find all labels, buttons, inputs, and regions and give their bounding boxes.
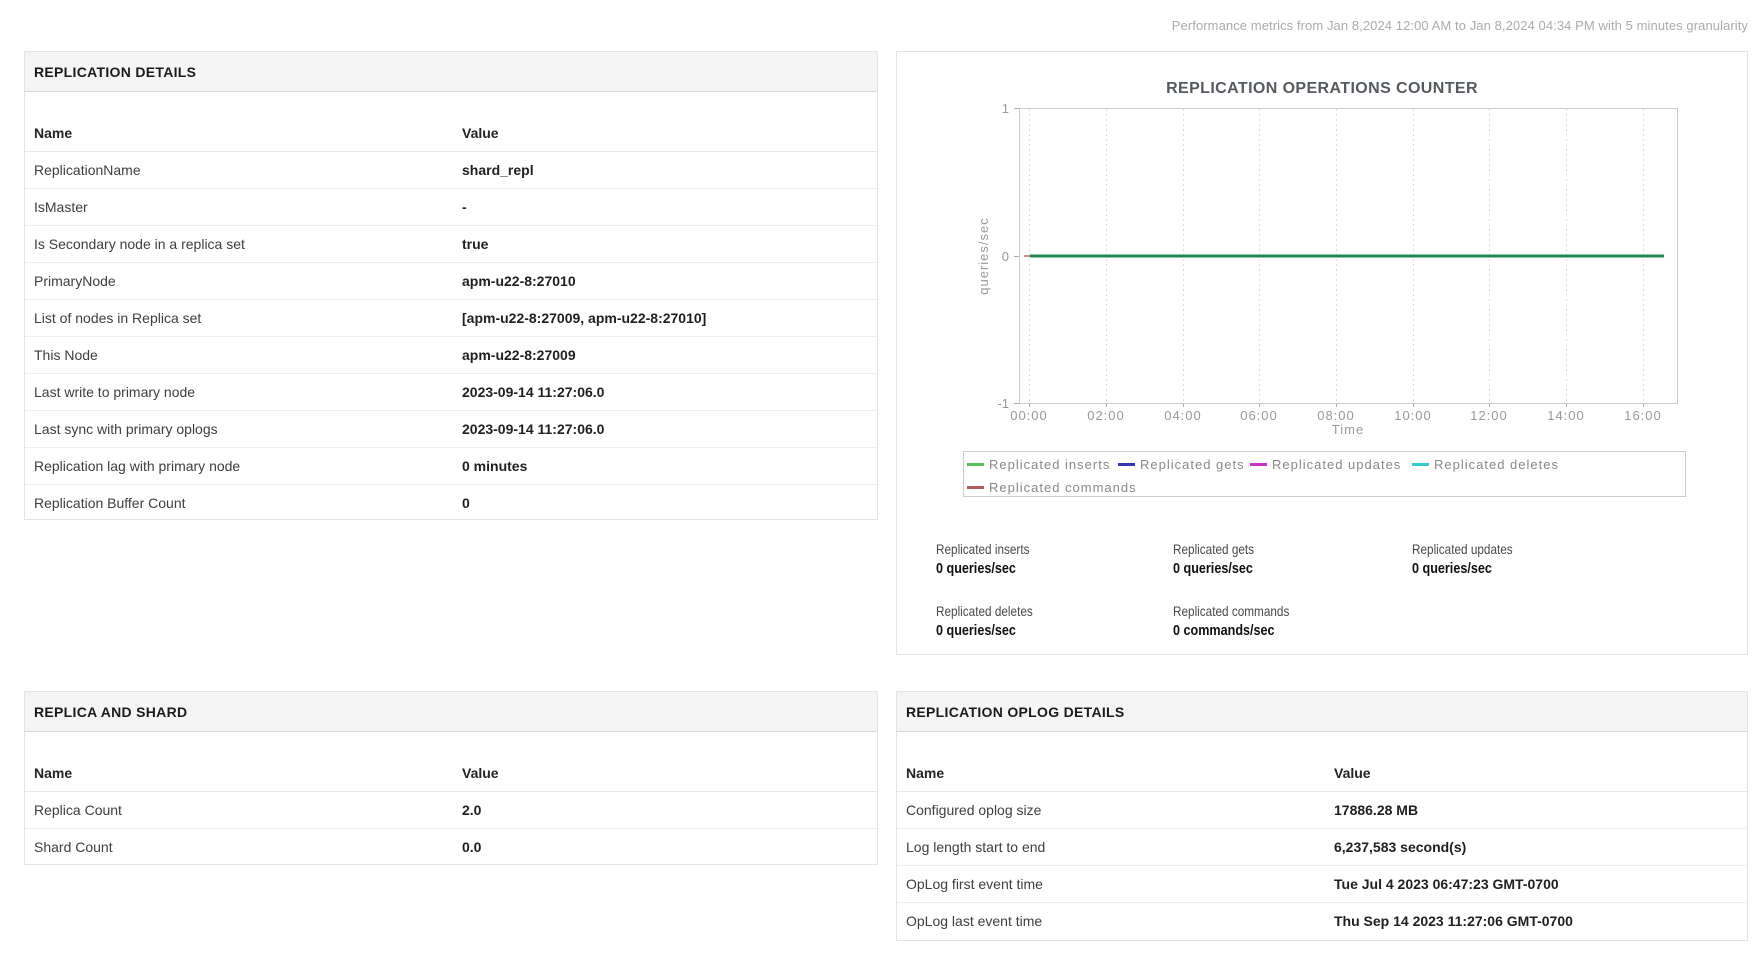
- svg-text:Replicated deletes: Replicated deletes: [1434, 457, 1559, 472]
- svg-text:Replicated gets: Replicated gets: [1140, 457, 1245, 472]
- svg-text:06:00: 06:00: [1240, 408, 1278, 423]
- svg-text:Replicated updates: Replicated updates: [1272, 457, 1401, 472]
- svg-text:1: 1: [1002, 101, 1009, 116]
- svg-text:10:00: 10:00: [1394, 408, 1432, 423]
- svg-text:02:00: 02:00: [1087, 408, 1125, 423]
- svg-text:Replicated inserts: Replicated inserts: [989, 457, 1110, 472]
- svg-text:08:00: 08:00: [1317, 408, 1355, 423]
- svg-text:00:00: 00:00: [1010, 408, 1048, 423]
- svg-text:Replicated commands: Replicated commands: [989, 480, 1137, 495]
- svg-text:Time: Time: [1332, 422, 1364, 437]
- svg-text:14:00: 14:00: [1547, 408, 1585, 423]
- svg-text:12:00: 12:00: [1470, 408, 1508, 423]
- svg-text:queries/sec: queries/sec: [976, 217, 991, 294]
- svg-text:04:00: 04:00: [1164, 408, 1202, 423]
- svg-text:-1: -1: [997, 396, 1009, 411]
- svg-text:16:00: 16:00: [1624, 408, 1662, 423]
- svg-text:0: 0: [1002, 249, 1009, 264]
